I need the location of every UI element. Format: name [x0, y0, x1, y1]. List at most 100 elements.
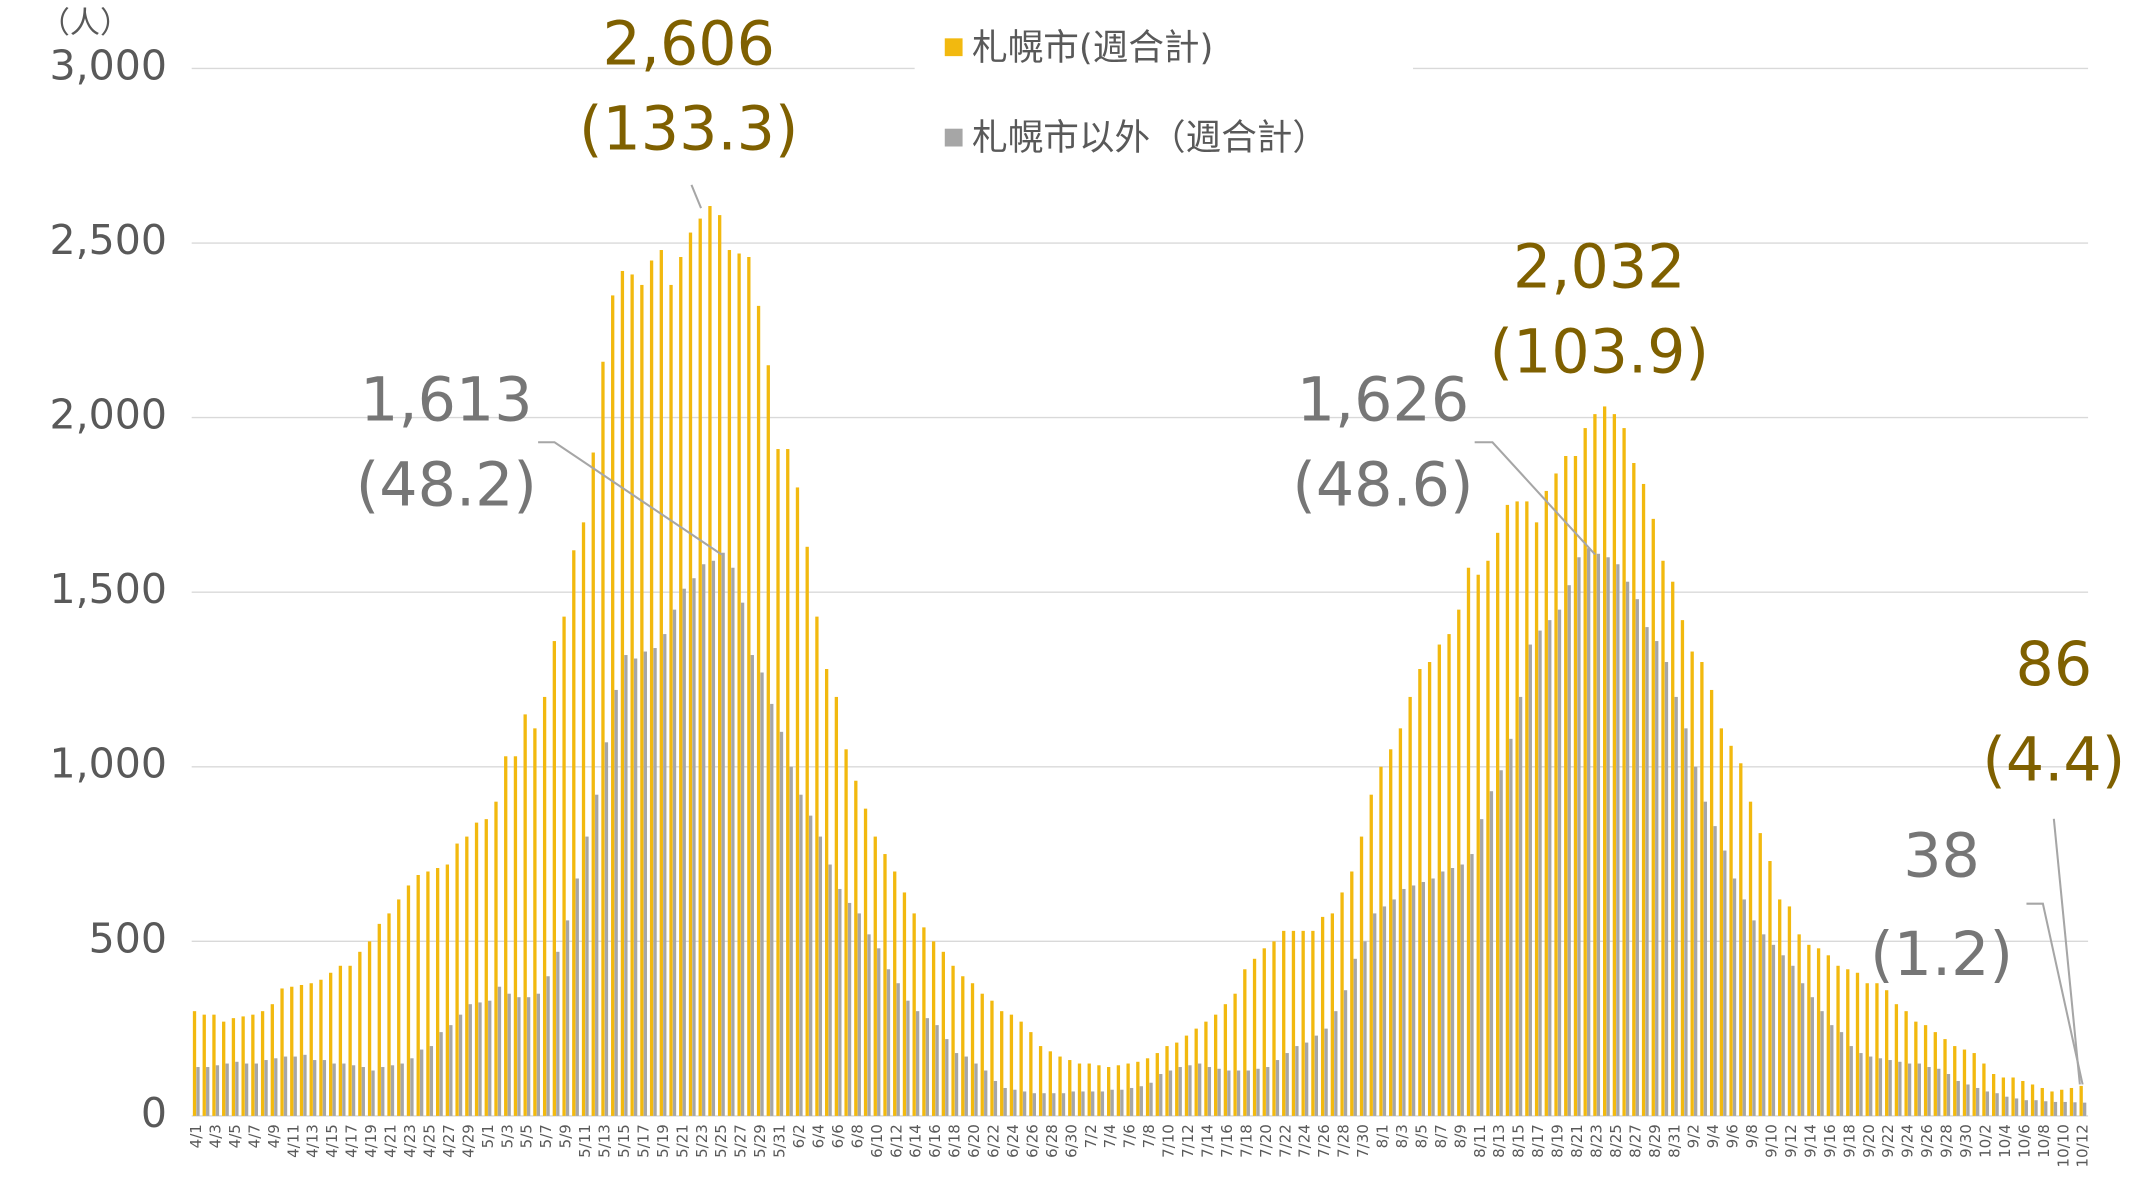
annotation: (48.2)	[356, 450, 537, 520]
bar	[455, 843, 459, 1116]
bar	[192, 1011, 197, 1116]
bar	[1797, 934, 1801, 1116]
bar	[883, 854, 887, 1116]
bar	[1907, 1063, 1912, 1116]
x-tick-label: 8/29	[1646, 1124, 1664, 1158]
bar	[1664, 662, 1669, 1116]
bar	[1363, 941, 1367, 1116]
bar	[1466, 567, 1471, 1116]
bar	[1489, 791, 1494, 1116]
bar	[2001, 1077, 2006, 1116]
bar	[1593, 414, 1597, 1116]
bar	[1972, 1053, 1976, 1116]
bar	[244, 1063, 249, 1116]
bar	[1787, 906, 1792, 1116]
bar	[1295, 1046, 1299, 1116]
bar	[2034, 1100, 2038, 1116]
bar	[591, 452, 595, 1116]
bar	[215, 1065, 220, 1116]
bar	[611, 295, 615, 1116]
bar	[2021, 1080, 2025, 1116]
bar	[698, 218, 702, 1116]
bar	[1573, 456, 1578, 1116]
bar	[1431, 878, 1435, 1116]
x-tick-label: 5/27	[732, 1124, 750, 1158]
x-tick-label: 9/30	[1957, 1124, 1975, 1158]
y-unit: （人）	[40, 6, 130, 41]
x-tick-label: 10/8	[2035, 1124, 2053, 1158]
annotation: (133.3)	[579, 94, 798, 164]
bar	[1149, 1082, 1153, 1116]
bar	[847, 902, 852, 1116]
bar	[1139, 1086, 1143, 1116]
bar	[1966, 1084, 1970, 1116]
bar	[1476, 574, 1480, 1116]
bar	[585, 836, 589, 1116]
x-tick-label: 7/14	[1198, 1124, 1216, 1158]
bar	[536, 993, 541, 1116]
bar	[838, 888, 842, 1116]
bar	[1411, 885, 1416, 1116]
bar	[902, 892, 907, 1116]
bar	[2079, 1085, 2083, 1116]
x-tick-label: 5/17	[634, 1124, 652, 1158]
bar	[1204, 1021, 1208, 1116]
bar	[2060, 1089, 2064, 1116]
annotation: 2,032	[1513, 233, 1685, 303]
bar	[1022, 1091, 1027, 1116]
bar	[679, 257, 683, 1116]
bar	[789, 766, 793, 1116]
bar	[818, 836, 823, 1116]
bar	[1100, 1091, 1105, 1116]
bar	[2030, 1084, 2035, 1116]
bar	[1217, 1068, 1221, 1116]
bar	[1155, 1053, 1159, 1116]
bar	[420, 1049, 424, 1116]
bar	[290, 986, 294, 1116]
bar	[1606, 557, 1610, 1116]
bar	[1849, 1046, 1853, 1116]
bar	[406, 885, 411, 1116]
bar	[1875, 983, 1879, 1116]
bar	[572, 550, 576, 1116]
bar	[990, 1000, 994, 1116]
y-tick-label: 1,000	[49, 740, 167, 788]
x-tick-label: 7/26	[1315, 1124, 1333, 1158]
bar	[844, 749, 848, 1116]
bar	[1334, 1011, 1338, 1116]
bar	[1525, 501, 1529, 1116]
bar	[980, 993, 984, 1116]
x-tick-label: 5/11	[576, 1124, 594, 1158]
bar	[1927, 1067, 1931, 1116]
bar	[1402, 888, 1406, 1116]
bar	[1577, 557, 1581, 1116]
y-tick-label: 0	[141, 1089, 167, 1137]
x-tick-label: 4/1	[187, 1124, 205, 1148]
bar	[2014, 1098, 2019, 1116]
bar	[254, 1063, 258, 1116]
bar	[1684, 728, 1688, 1116]
bar	[756, 305, 761, 1116]
bar	[274, 1058, 278, 1116]
bar	[1680, 620, 1685, 1116]
x-tick-label: 8/11	[1471, 1124, 1489, 1158]
bar	[669, 284, 673, 1116]
x-tick-label: 10/4	[1996, 1124, 2014, 1158]
x-tick-label: 4/19	[362, 1124, 380, 1158]
bar	[1223, 1004, 1228, 1116]
x-tick-label: 6/14	[907, 1124, 925, 1158]
bar	[517, 997, 521, 1116]
x-tick-label: 4/17	[343, 1124, 361, 1158]
bar	[1781, 955, 1785, 1116]
x-tick-label: 8/27	[1626, 1124, 1644, 1158]
y-tick-label: 2,500	[49, 216, 167, 264]
bar	[332, 1063, 336, 1116]
bar	[1554, 473, 1558, 1116]
bar	[235, 1061, 239, 1116]
annotation: (103.9)	[1490, 318, 1709, 388]
bar	[1596, 553, 1601, 1116]
bar	[857, 913, 861, 1116]
bar	[854, 780, 858, 1116]
bar	[1213, 1014, 1218, 1116]
bar	[1236, 1070, 1241, 1116]
